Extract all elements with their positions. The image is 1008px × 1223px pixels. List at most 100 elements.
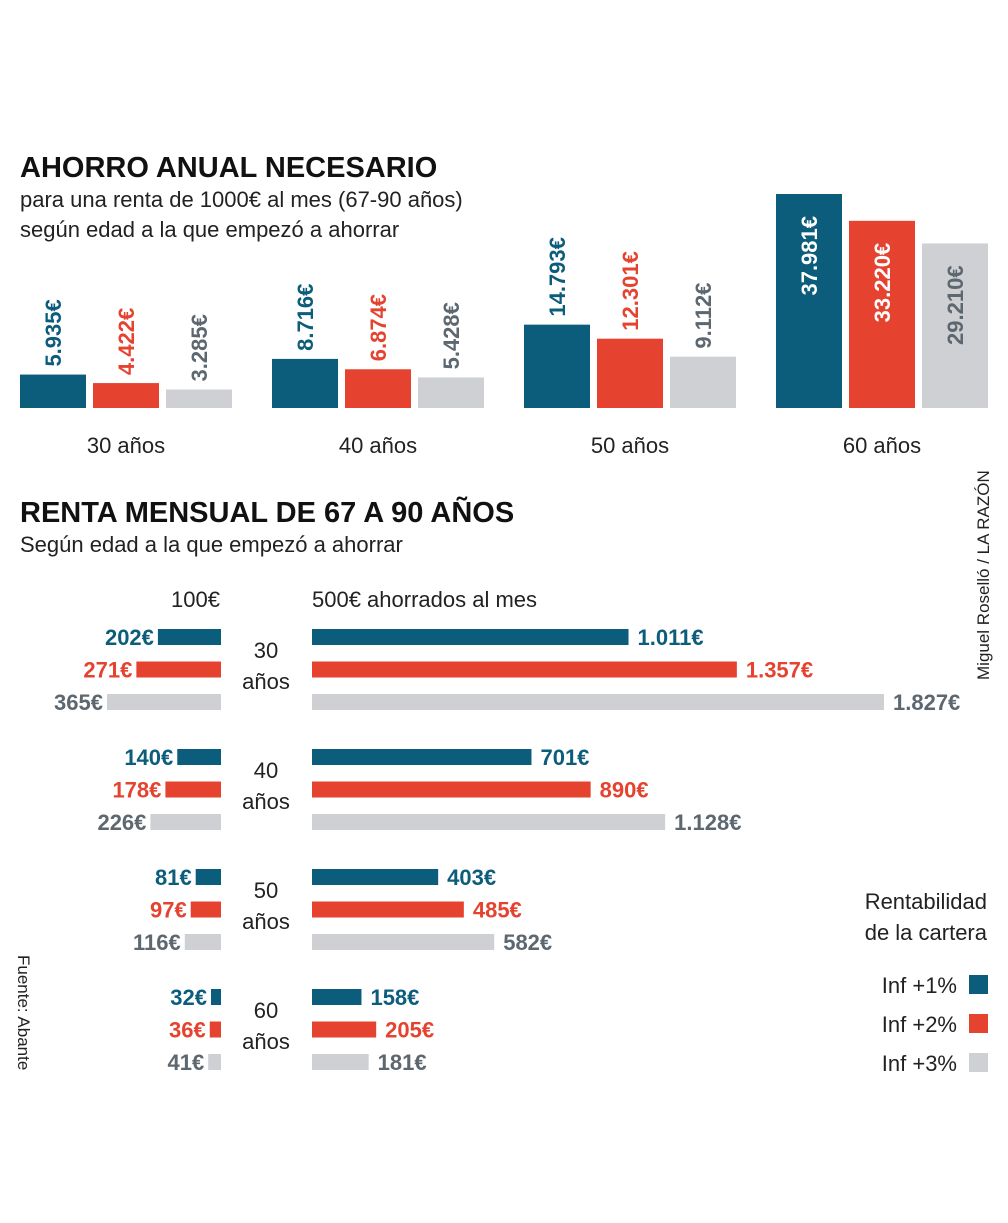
- annual-bar: [922, 243, 988, 408]
- annual-category-label: 30 años: [87, 433, 165, 458]
- annual-bar: [93, 383, 159, 408]
- annual-value-label: 3.285€: [187, 314, 212, 381]
- annual-value-label: 5.935€: [41, 299, 66, 366]
- chart2-right-header: 500€ ahorrados al mes: [312, 587, 537, 612]
- monthly-right-bar: [312, 989, 362, 1005]
- monthly-right-bar: [312, 629, 629, 645]
- monthly-age-label: 40: [254, 758, 278, 783]
- monthly-left-bar: [157, 629, 221, 645]
- annual-bar: [418, 377, 484, 408]
- monthly-age-label: años: [242, 669, 290, 694]
- monthly-left-value-label: 81€: [155, 865, 192, 890]
- monthly-right-bar: [312, 694, 884, 710]
- monthly-right-value-label: 485€: [473, 898, 522, 923]
- legend-title-line1: Rentabilidad: [865, 889, 987, 914]
- legend: Inf +1% Inf +2% Inf +3%: [882, 973, 988, 1076]
- monthly-left-value-label: 116€: [133, 930, 181, 955]
- chart1-subtitle-line2: según edad a la que empezó a ahorrar: [20, 217, 399, 242]
- monthly-left-bar: [150, 814, 221, 830]
- chart2-plot: 202€ 1.011€ 271€ 1.357€ 365€ 1.827€ 30 años 140€…: [54, 625, 960, 1075]
- legend-swatch: [969, 975, 988, 994]
- monthly-right-value-label: 205€: [385, 1018, 434, 1043]
- monthly-left-value-label: 202€: [105, 625, 154, 650]
- monthly-left-bar: [211, 989, 221, 1005]
- monthly-right-value-label: 403€: [447, 865, 496, 890]
- legend-label: Inf +3%: [882, 1051, 957, 1076]
- monthly-left-value-label: 36€: [169, 1018, 206, 1043]
- monthly-left-bar: [184, 934, 221, 950]
- chart2-left-header: 100€: [171, 587, 220, 612]
- annual-value-label: 4.422€: [114, 308, 139, 375]
- annual-bar: [597, 338, 663, 408]
- annual-value-label: 33.220€: [870, 243, 895, 323]
- monthly-right-bar: [312, 869, 439, 885]
- annual-value-label: 8.716€: [293, 284, 318, 351]
- monthly-left-value-label: 32€: [170, 985, 207, 1010]
- monthly-right-value-label: 1.011€: [638, 625, 704, 650]
- monthly-right-value-label: 890€: [600, 778, 649, 803]
- annual-value-label: 37.981€: [797, 216, 822, 296]
- annual-value-label: 29.210€: [943, 265, 968, 345]
- monthly-right-value-label: 582€: [503, 930, 552, 955]
- legend-title-line2: de la cartera: [865, 920, 988, 945]
- legend-label: Inf +1%: [882, 973, 957, 998]
- monthly-left-bar: [107, 694, 221, 710]
- monthly-left-bar: [195, 869, 221, 885]
- monthly-left-value-label: 226€: [97, 810, 146, 835]
- monthly-left-bar: [208, 1054, 221, 1070]
- annual-bar: [670, 356, 736, 408]
- monthly-age-label: 50: [254, 878, 278, 903]
- monthly-right-bar: [312, 1021, 377, 1038]
- monthly-left-value-label: 140€: [124, 745, 173, 770]
- annual-bar: [849, 220, 915, 408]
- source-note: Fuente: Abante: [14, 955, 33, 1070]
- annual-bar: [524, 324, 590, 408]
- monthly-right-bar: [312, 781, 591, 798]
- monthly-right-value-label: 1.827€: [893, 690, 960, 715]
- monthly-right-value-label: 158€: [370, 985, 419, 1010]
- monthly-right-value-label: 701€: [540, 745, 589, 770]
- monthly-left-value-label: 271€: [83, 658, 132, 683]
- monthly-right-bar: [312, 814, 666, 830]
- monthly-right-bar: [312, 934, 495, 950]
- legend-swatch: [969, 1053, 988, 1072]
- chart1-plot: 5.935€ 4.422€ 3.285€ 30 años 8.716€ 6.874€ 5.4…: [20, 194, 988, 458]
- monthly-left-bar: [190, 901, 221, 918]
- author-credit: Miguel Roselló / LA RAZÓN: [974, 470, 993, 680]
- monthly-right-bar: [312, 661, 737, 678]
- monthly-age-label: años: [242, 1029, 290, 1054]
- monthly-age-label: años: [242, 789, 290, 814]
- monthly-left-value-label: 365€: [54, 690, 103, 715]
- monthly-left-bar: [209, 1021, 221, 1038]
- monthly-left-value-label: 97€: [150, 898, 187, 923]
- annual-category-label: 40 años: [339, 433, 417, 458]
- monthly-left-bar: [165, 781, 221, 798]
- monthly-age-label: 60: [254, 998, 278, 1023]
- monthly-right-bar: [312, 901, 464, 918]
- monthly-left-bar: [136, 661, 221, 678]
- annual-value-label: 14.793€: [545, 237, 570, 317]
- monthly-right-value-label: 1.128€: [674, 810, 741, 835]
- legend-swatch: [969, 1014, 988, 1033]
- monthly-right-value-label: 181€: [378, 1050, 427, 1075]
- chart1-subtitle-line1: para una renta de 1000€ al mes (67-90 añ…: [20, 187, 463, 212]
- chart2-subtitle: Según edad a la que empezó a ahorrar: [20, 532, 403, 557]
- annual-bar: [345, 369, 411, 408]
- annual-value-label: 5.428€: [439, 302, 464, 369]
- annual-bar: [166, 389, 232, 408]
- chart1-title: AHORRO ANUAL NECESARIO: [20, 152, 437, 184]
- monthly-right-value-label: 1.357€: [746, 658, 813, 683]
- annual-category-label: 50 años: [591, 433, 669, 458]
- annual-value-label: 6.874€: [366, 294, 391, 361]
- annual-bar: [20, 374, 86, 408]
- monthly-left-value-label: 178€: [112, 778, 161, 803]
- legend-label: Inf +2%: [882, 1012, 957, 1037]
- monthly-right-bar: [312, 749, 532, 765]
- annual-bar: [776, 194, 842, 408]
- monthly-left-value-label: 41€: [167, 1050, 204, 1075]
- monthly-right-bar: [312, 1054, 369, 1070]
- annual-value-label: 9.112€: [691, 283, 716, 349]
- chart2-title: RENTA MENSUAL DE 67 A 90 AÑOS: [20, 495, 514, 529]
- annual-bar: [272, 358, 338, 408]
